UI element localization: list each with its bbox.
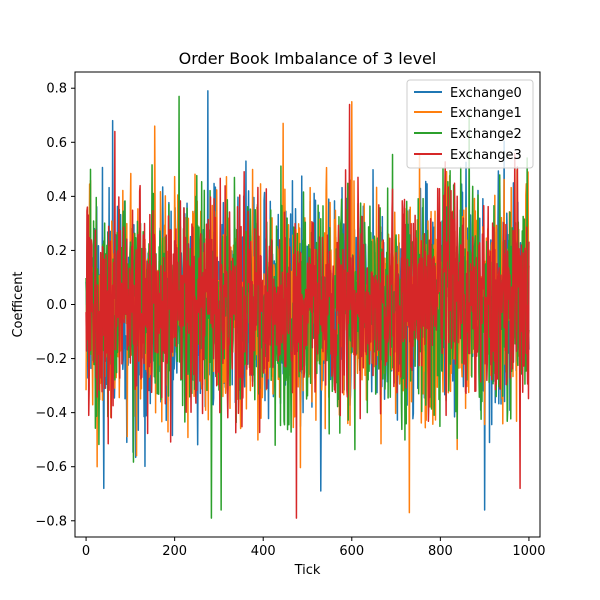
y-tick-label: 0.0 [46, 298, 67, 313]
chart-title: Order Book Imbalance of 3 level [179, 49, 437, 68]
x-tick-label: 800 [428, 544, 453, 559]
y-tick-label: −0.2 [35, 352, 67, 367]
series-line-exchange3 [85, 103, 530, 519]
y-axis-label: Coefficent [11, 271, 26, 337]
legend-label-exchange0: Exchange0 [450, 86, 522, 101]
x-tick-label: 400 [251, 544, 276, 559]
x-axis: 0 200 400 600 800 1000 [82, 537, 545, 559]
x-tick-label: 600 [339, 544, 364, 559]
y-tick-label: 0.4 [46, 190, 67, 205]
legend-label-exchange1: Exchange1 [450, 106, 522, 121]
series-layer [85, 90, 530, 519]
x-axis-label: Tick [294, 563, 321, 578]
y-tick-label: 0.2 [46, 244, 67, 259]
y-axis: −0.8 −0.6 −0.4 −0.2 0.0 0.2 0.4 0.6 0.8 [35, 82, 75, 529]
y-tick-label: −0.6 [35, 460, 67, 475]
y-tick-label: −0.8 [35, 514, 67, 529]
x-tick-label: 200 [162, 544, 187, 559]
legend-label-exchange3: Exchange3 [450, 148, 522, 163]
legend: Exchange0 Exchange1 Exchange2 Exchange3 [406, 79, 534, 169]
legend-box [406, 79, 534, 169]
x-tick-label: 0 [82, 544, 90, 559]
y-tick-label: 0.6 [46, 136, 67, 151]
x-tick-label: 1000 [512, 544, 545, 559]
legend-label-exchange2: Exchange2 [450, 127, 522, 142]
y-tick-label: 0.8 [46, 82, 67, 97]
y-tick-label: −0.4 [35, 406, 67, 421]
